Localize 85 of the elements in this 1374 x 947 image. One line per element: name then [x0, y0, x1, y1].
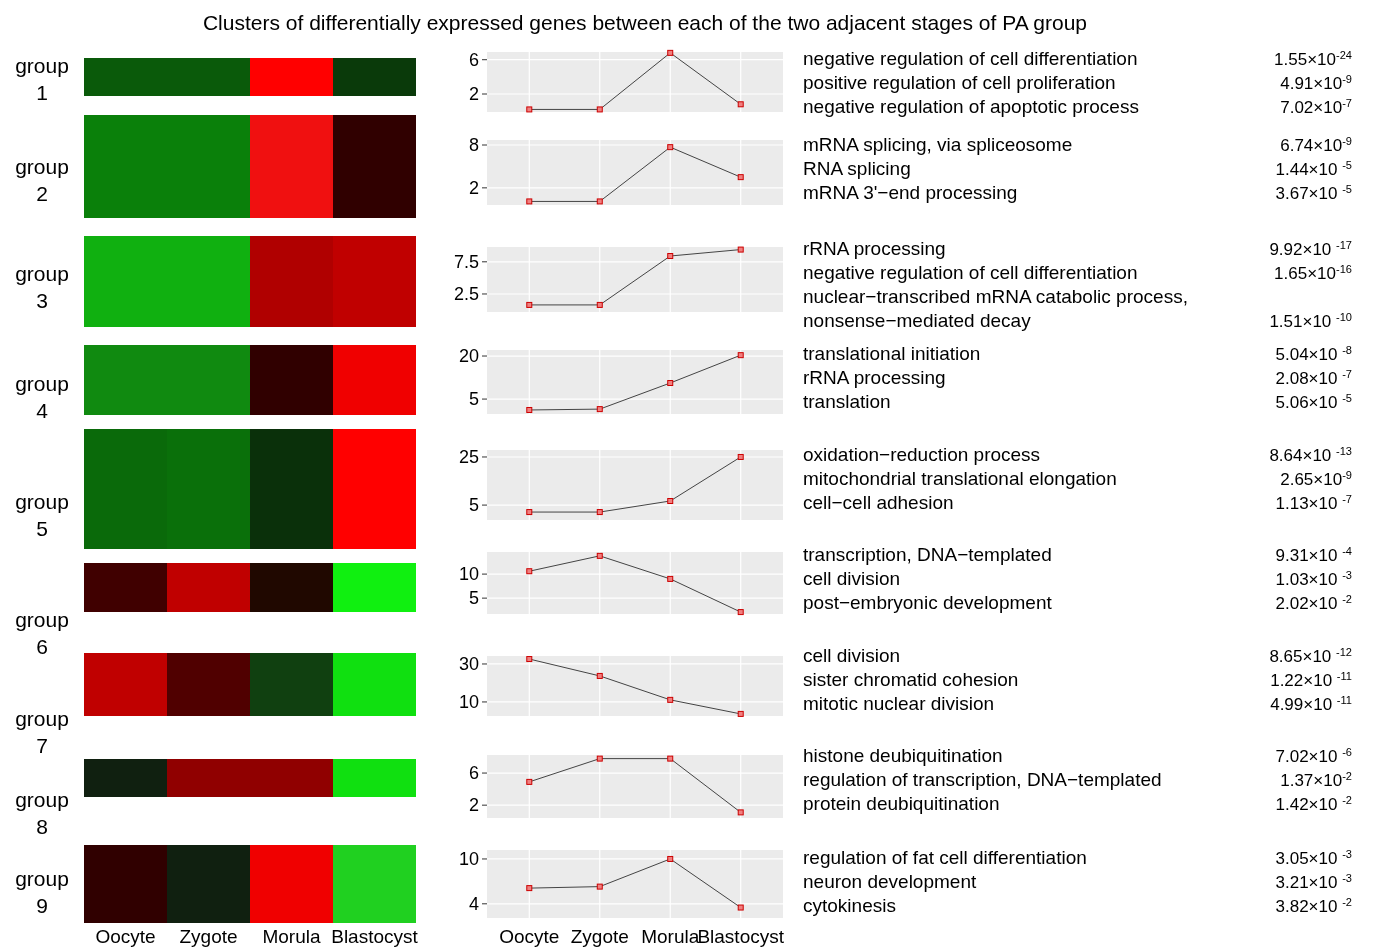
- text: 9.31×10 $^{-4}$: [1275, 545, 1352, 565]
- text: 3.67×10 $^{-5}$: [1275, 183, 1352, 203]
- y-tick-label: 30: [458, 654, 479, 675]
- text: cytokinesis: [803, 895, 896, 916]
- text: 1.65×10$^{-16}$: [1274, 263, 1352, 283]
- text: 1.51×10 $^{-10}$: [1269, 311, 1352, 331]
- y-tick-label: 4: [468, 894, 479, 915]
- text: negative regulation of cell differentiation: [803, 262, 1138, 283]
- x-tick-label: Morula: [641, 926, 700, 947]
- text: RNA splicing: [803, 158, 911, 179]
- text: nuclear−transcribed mRNA catabolic process, nonsense−mediated decay: [803, 286, 1188, 331]
- text: regulation of fat cell differentiation: [803, 847, 1087, 868]
- text: 8.64×10 $^{-13}$: [1269, 445, 1352, 465]
- text: group 9: [15, 867, 69, 917]
- x-tick-label: Oocyte: [499, 926, 560, 947]
- text: 1.13×10 $^{-7}$: [1275, 493, 1352, 513]
- y-tick-label: 2: [468, 178, 479, 199]
- text: group 3: [15, 262, 69, 312]
- text: 1.55×10$^{-24}$: [1274, 49, 1352, 69]
- y-tick-label: 20: [458, 346, 479, 367]
- text: 3.82×10 $^{-2}$: [1275, 896, 1352, 916]
- text: Clusters of differentially expressed genes between each of the two adjacent stages of PA group: [202, 11, 1088, 34]
- y-tick-label: 2: [468, 84, 479, 105]
- text: 1.44×10 $^{-5}$: [1275, 159, 1352, 179]
- text: 5.04×10 $^{-8}$: [1275, 344, 1352, 364]
- y-tick-label: 6: [468, 763, 479, 784]
- text: 3.05×10 $^{-3}$: [1275, 848, 1352, 868]
- text: rRNA processing: [803, 238, 946, 259]
- y-tick-label: 10: [458, 564, 479, 585]
- text: oxidation−reduction process: [803, 444, 1041, 465]
- text: 1.42×10 $^{-2}$: [1275, 794, 1352, 814]
- y-tick-label: 2: [468, 795, 479, 816]
- text: 9.92×10 $^{-17}$: [1269, 239, 1352, 259]
- text: 2.65×10$^{-9}$: [1280, 469, 1352, 489]
- text: mitotic nuclear division: [803, 693, 995, 714]
- text: mitochondrial translational elongation: [803, 468, 1117, 489]
- y-tick-label: 25: [458, 447, 479, 468]
- text: 8.65×10 $^{-12}$: [1269, 646, 1352, 666]
- text: 4.91×10$^{-9}$: [1280, 73, 1352, 93]
- text: 7.02×10$^{-7}$: [1280, 97, 1352, 117]
- y-tick-label: 5: [468, 588, 479, 609]
- text: cell division: [803, 645, 901, 666]
- text: 6.74×10$^{-9}$: [1280, 135, 1352, 155]
- text: translation: [803, 391, 891, 412]
- y-tick-label: 10: [458, 692, 479, 713]
- text: 1.22×10 $^{-11}$: [1270, 670, 1352, 690]
- text: 2.02×10 $^{-2}$: [1275, 593, 1352, 613]
- text: group 1: [15, 54, 69, 104]
- text: regulation of transcription, DNA−templated: [803, 769, 1162, 790]
- text: group 8: [15, 788, 69, 838]
- text: group 4: [15, 372, 69, 422]
- text: mRNA splicing, via spliceosome: [803, 134, 1073, 155]
- y-tick-label: 6: [468, 50, 479, 71]
- text: mRNA 3'−end processing: [803, 182, 1018, 203]
- text: group 5: [15, 490, 69, 540]
- text: neuron development: [803, 871, 977, 892]
- text: negative regulation of apoptotic process: [803, 96, 1139, 117]
- text: sister chromatid cohesion: [803, 669, 1019, 690]
- text: 1.03×10 $^{-3}$: [1275, 569, 1352, 589]
- text: translational initiation: [803, 343, 981, 364]
- text: 5.06×10 $^{-5}$: [1275, 392, 1352, 412]
- text: positive regulation of cell proliferation: [803, 72, 1116, 93]
- y-tick-label: 8: [468, 135, 479, 156]
- text: 7.02×10 $^{-6}$: [1275, 746, 1352, 766]
- y-tick-label: 10: [458, 849, 479, 870]
- text: group 7: [15, 707, 69, 757]
- text: protein deubiquitination: [803, 793, 1000, 814]
- text: 3.21×10 $^{-3}$: [1275, 872, 1352, 892]
- text: 4.99×10 $^{-11}$: [1270, 694, 1352, 714]
- text: group 6: [15, 608, 69, 658]
- text: transcription, DNA−templated: [803, 544, 1052, 565]
- x-tick-label: Zygote: [570, 926, 629, 947]
- text: 1.37×10$^{-2}$: [1280, 770, 1352, 790]
- y-tick-label: 2.5: [453, 284, 479, 305]
- y-tick-label: 5: [468, 389, 479, 410]
- text: group 2: [15, 155, 69, 205]
- y-tick-label: 7.5: [453, 252, 479, 273]
- y-tick-label: 5: [468, 495, 479, 516]
- text: cell division: [803, 568, 901, 589]
- text: 2.08×10 $^{-7}$: [1275, 368, 1352, 388]
- text: histone deubiquitination: [803, 745, 1003, 766]
- text: cell−cell adhesion: [803, 492, 954, 513]
- text: rRNA processing: [803, 367, 946, 388]
- text: negative regulation of cell differentiation: [803, 48, 1138, 69]
- text: post−embryonic development: [803, 592, 1053, 613]
